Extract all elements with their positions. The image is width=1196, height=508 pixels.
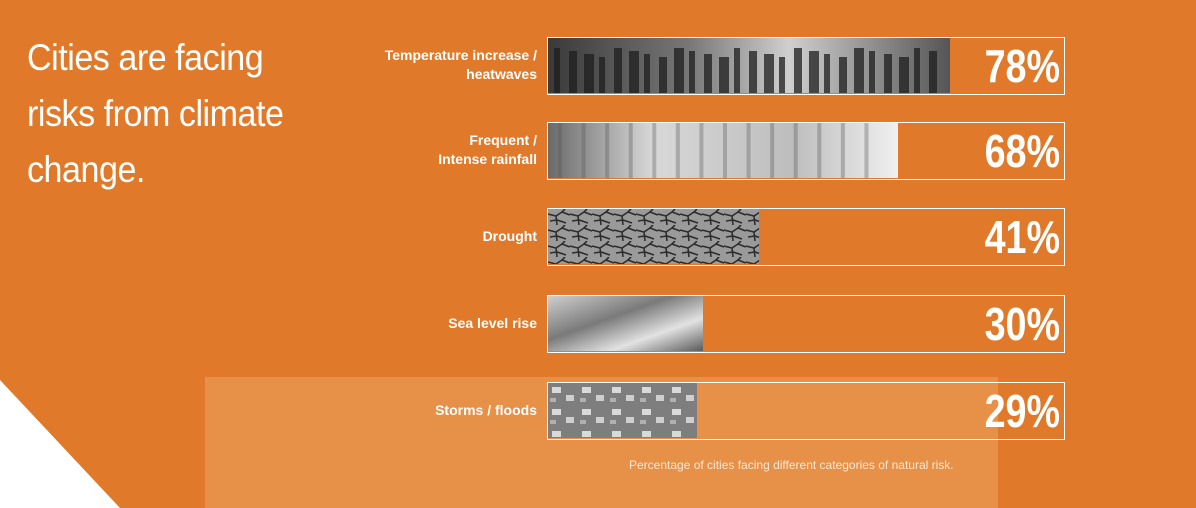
- bar-frame: 78%: [547, 37, 1065, 95]
- silhouette: [689, 51, 695, 93]
- bar-frame: 30%: [547, 295, 1065, 353]
- silhouette: [869, 51, 875, 93]
- silhouette: [584, 54, 594, 93]
- reflection: [675, 123, 680, 178]
- reflection: [605, 123, 610, 178]
- bar-fill: [548, 296, 703, 351]
- silhouette: [659, 57, 667, 93]
- category-label-line: Storms / floods: [435, 401, 537, 418]
- category-label: Frequent / Intense rainfall: [277, 131, 537, 169]
- value-label: 41%: [984, 211, 1060, 263]
- reflection: [652, 123, 657, 178]
- category-label-line: Sea level rise: [448, 314, 537, 331]
- reflection: [770, 123, 775, 178]
- silhouette: [914, 48, 920, 93]
- bar: [548, 296, 703, 351]
- silhouette: [629, 51, 639, 93]
- chart-caption: Percentage of cities facing different ca…: [629, 458, 954, 472]
- reflection: [628, 123, 633, 178]
- value-label: 78%: [984, 40, 1060, 92]
- silhouette: [734, 48, 740, 93]
- reflection: [746, 123, 751, 178]
- value-label: 29%: [984, 385, 1060, 437]
- page-title: Cities are facing risks from climate cha…: [27, 37, 284, 190]
- reflection: [699, 123, 704, 178]
- silhouette: [824, 54, 830, 93]
- silhouette: [749, 51, 757, 93]
- silhouette: [719, 57, 729, 93]
- bar: [548, 123, 898, 178]
- bar-fill: [548, 209, 759, 264]
- bar: [548, 383, 697, 438]
- bar-fill: [548, 123, 898, 178]
- silhouette: [839, 57, 847, 93]
- silhouette: [794, 48, 802, 93]
- reflection: [840, 123, 845, 178]
- bar-frame: 41%: [547, 208, 1065, 266]
- category-label-line: Temperature increase /: [384, 47, 537, 63]
- reflection: [581, 123, 586, 178]
- silhouette: [764, 54, 774, 93]
- category-label: Drought: [277, 227, 537, 246]
- reflection: [558, 123, 562, 178]
- category-label: Storms / floods: [277, 401, 537, 420]
- silhouette: [644, 54, 650, 93]
- silhouette: [554, 48, 560, 93]
- silhouette: [779, 57, 785, 93]
- bar-frame: 29%: [547, 382, 1065, 440]
- category-label-line: Drought: [482, 227, 537, 244]
- reflection: [817, 123, 822, 178]
- value-label: 30%: [984, 298, 1060, 350]
- silhouette: [809, 51, 819, 93]
- value-label: 68%: [984, 125, 1060, 177]
- bar: [548, 38, 950, 93]
- silhouette: [929, 51, 937, 93]
- silhouette: [599, 57, 605, 93]
- category-label-line: heatwaves: [466, 66, 537, 82]
- bar: [548, 209, 759, 264]
- category-label: Sea level rise: [277, 314, 537, 333]
- silhouette: [854, 48, 864, 93]
- category-label-line: Intense rainfall: [438, 151, 537, 167]
- silhouette: [899, 57, 909, 93]
- bar-frame: 68%: [547, 122, 1065, 180]
- silhouette: [569, 51, 577, 93]
- reflection: [723, 123, 727, 178]
- silhouette: [884, 54, 892, 93]
- silhouette: [704, 54, 712, 93]
- reflection: [864, 123, 869, 178]
- category-label-line: Frequent /: [469, 132, 537, 148]
- silhouette: [614, 48, 622, 93]
- silhouette: [674, 48, 684, 93]
- category-label: Temperature increase / heatwaves: [277, 46, 537, 84]
- reflection: [793, 123, 798, 178]
- bar-fill: [548, 383, 697, 438]
